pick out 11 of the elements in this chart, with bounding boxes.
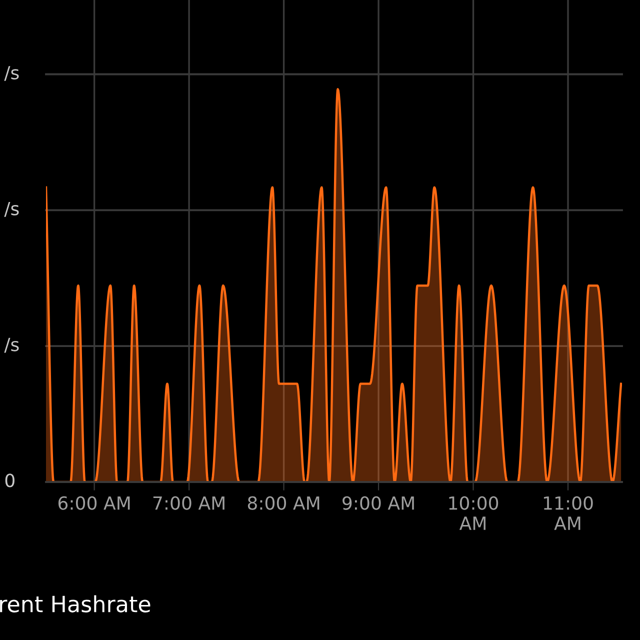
x-tick-label: 10:00 AM [449,496,498,530]
x-tick-label: 8:00 AM [248,496,320,510]
ref-line-label: /s [4,338,19,353]
x-tick-label: 9:00 AM [342,496,414,510]
x-tick-label: 7:00 AM [153,496,224,510]
text: rent Hashrate [0,595,150,612]
x-tick-label: 6:00 AM [58,496,130,510]
x-tick-label: 11:00 AM [544,496,593,530]
ref-line-label: /s [4,202,19,217]
ref-line-label: 0 [5,474,14,488]
ref-line-label: /s [4,66,19,81]
